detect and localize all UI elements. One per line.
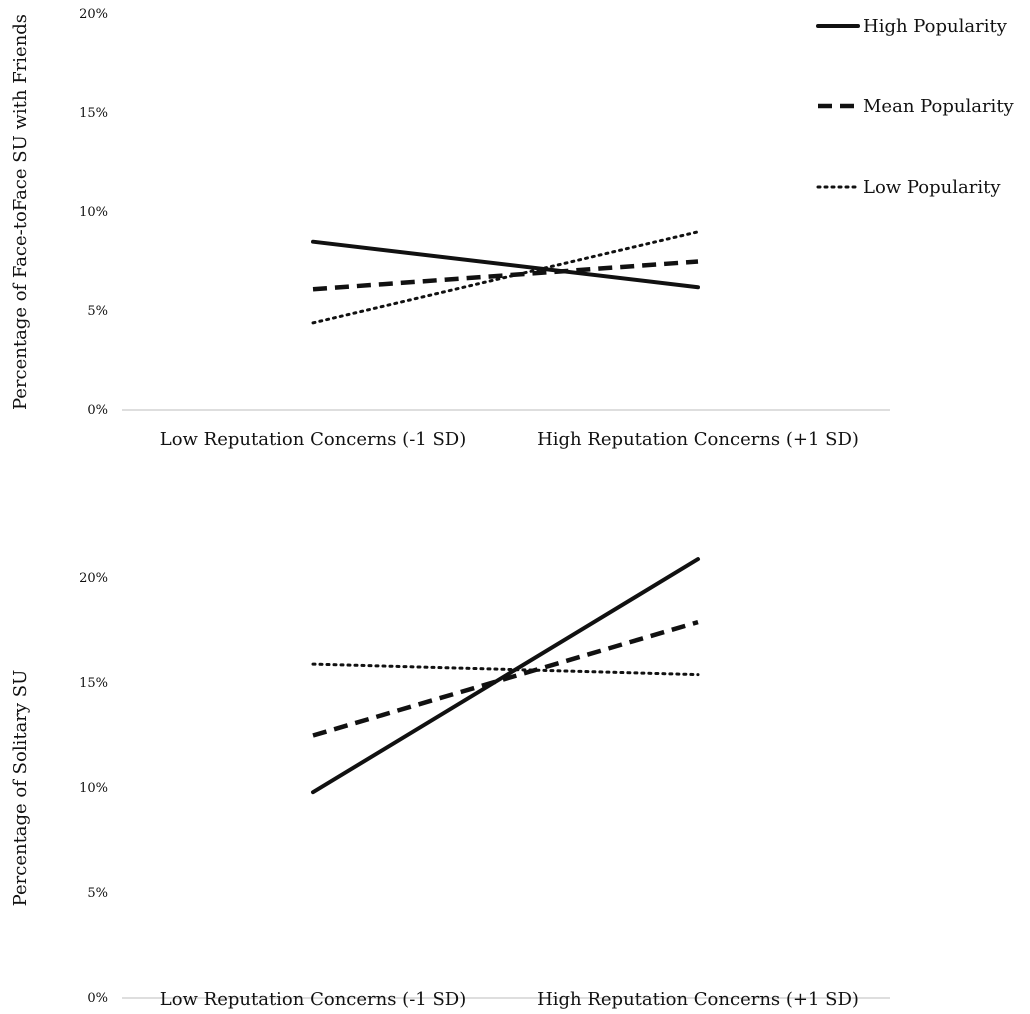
x-category-label: Low Reputation Concerns (-1 SD) (160, 989, 467, 1010)
y-tick-label: 5% (87, 886, 108, 901)
y-tick-label: 15% (79, 106, 108, 121)
y-tick-label: 10% (79, 781, 108, 796)
chart-panel-face-to-face: 0% 5% 10% 15% 20% Low Reputation Concerns (-1… (10, 7, 890, 450)
x-category-label: High Reputation Concerns (+1 SD) (537, 429, 859, 450)
y-axis-title: Percentage of Face-toFace SU with Friend… (10, 14, 31, 410)
series-line-low-popularity (311, 230, 700, 325)
y-tick-label: 20% (79, 7, 108, 22)
y-tick-label: 20% (79, 571, 108, 586)
series-line-low-popularity (311, 662, 700, 677)
y-tick-label: 15% (79, 676, 108, 691)
chart-panel-solitary: 0% 5% 10% 15% 20% Low Reputation Concerns (-1… (10, 557, 890, 1010)
legend-label-low-popularity: Low Popularity (863, 177, 1001, 198)
legend: High Popularity Mean Popularity Low Popula… (816, 16, 1015, 198)
x-category-label: Low Reputation Concerns (-1 SD) (160, 429, 467, 450)
y-tick-label: 0% (87, 403, 108, 418)
y-tick-label: 10% (79, 205, 108, 220)
legend-label-high-popularity: High Popularity (863, 16, 1008, 37)
x-category-label: High Reputation Concerns (+1 SD) (537, 989, 859, 1010)
y-axis-title: Percentage of Solitary SU (10, 670, 31, 907)
series-line-high-popularity (311, 557, 700, 795)
y-tick-label: 5% (87, 304, 108, 319)
series-line-high-popularity (311, 239, 700, 290)
y-tick-label: 0% (87, 991, 108, 1006)
legend-label-mean-popularity: Mean Popularity (863, 96, 1015, 117)
series-line-mean-popularity (312, 259, 699, 292)
series-line-mean-popularity (312, 619, 699, 738)
